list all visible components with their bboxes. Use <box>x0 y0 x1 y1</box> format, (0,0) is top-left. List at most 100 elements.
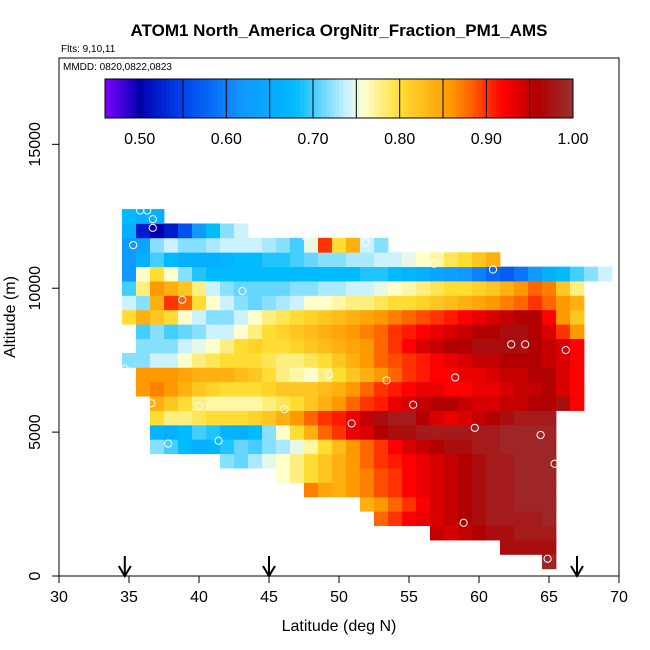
colorbar-segment <box>334 79 340 118</box>
heatmap-cell <box>486 324 501 339</box>
heatmap-cell <box>164 424 179 440</box>
heatmap-cell <box>150 324 165 339</box>
heatmap-cell <box>570 266 585 282</box>
heatmap-cell <box>528 309 543 325</box>
sample-point <box>488 265 498 274</box>
colorbar-segment <box>317 79 323 118</box>
heatmap-cell <box>458 309 473 325</box>
heatmap-cell <box>304 381 319 397</box>
heatmap-cell <box>388 352 403 368</box>
heatmap-cell <box>346 453 361 469</box>
colorbar-segment <box>512 79 518 118</box>
heatmap-cell <box>458 482 473 498</box>
heatmap-cell <box>458 525 473 541</box>
colorbar-segment <box>287 79 292 118</box>
colorbar-segment <box>412 79 418 118</box>
heatmap-cell <box>514 410 529 426</box>
heatmap-cell <box>192 324 207 339</box>
heatmap-cell <box>388 468 403 483</box>
sample-point <box>536 430 545 440</box>
heatmap-cell <box>388 453 403 469</box>
heatmap-cell <box>514 496 529 512</box>
colorbar-segment <box>529 79 535 118</box>
heatmap-cell <box>192 223 207 239</box>
colorbar-segment <box>239 79 245 118</box>
heatmap-cell <box>318 252 333 268</box>
colorbar: 0.50 0.60 0.70 0.80 0.90 1.00 <box>104 78 589 148</box>
heatmap-cell <box>472 381 487 397</box>
heatmap-cell <box>318 324 333 339</box>
heatmap-cell <box>206 281 221 296</box>
heatmap-cell <box>136 367 151 383</box>
colorbar-segment <box>499 79 505 118</box>
heatmap-cell <box>514 482 529 498</box>
heatmap-cell <box>290 295 305 311</box>
heatmap-cell <box>136 295 151 311</box>
heatmap-cell <box>234 223 249 239</box>
heatmap-cell <box>122 309 137 325</box>
colorbar-segment <box>521 79 526 118</box>
heatmap-cell <box>514 525 529 541</box>
heatmap-cell <box>556 281 571 296</box>
heatmap-cell <box>402 281 417 296</box>
colorbar-tick-label: 1.00 <box>557 131 588 148</box>
heatmap-cell <box>276 237 291 253</box>
heatmap-cell <box>472 410 487 426</box>
heatmap-cell <box>220 324 235 339</box>
heatmap-cell <box>220 281 235 296</box>
heatmap-cell <box>514 396 529 411</box>
heatmap-cell <box>360 295 375 311</box>
sample-point <box>164 439 173 448</box>
sample-points <box>120 206 570 563</box>
heatmap-cell <box>528 496 543 512</box>
colorbar-segment <box>295 79 301 118</box>
colorbar-segment <box>157 79 162 118</box>
colorbar-segment <box>495 79 500 118</box>
heatmap-cell <box>290 381 305 397</box>
heatmap-cell <box>150 252 165 268</box>
heatmap-cell <box>486 309 501 325</box>
heatmap-cell <box>430 396 445 411</box>
heatmap-cell <box>234 281 249 296</box>
colorbar-segment <box>308 79 314 118</box>
heatmap-cell <box>304 352 319 368</box>
heatmap-cell <box>206 309 221 325</box>
colorbar-segment <box>456 79 461 118</box>
heatmap-cell <box>388 295 403 311</box>
heatmap-cell <box>416 295 431 311</box>
heatmap-cell <box>388 338 403 354</box>
heatmap-cell <box>346 352 361 368</box>
heatmap-cell <box>122 266 137 282</box>
heatmap-cell <box>556 352 571 368</box>
heatmap-cell <box>388 281 403 296</box>
heatmap-cell <box>220 252 235 268</box>
heatmap-cell <box>500 396 515 411</box>
heatmap-cell <box>430 367 445 383</box>
heatmap-cell <box>220 338 235 354</box>
heatmap-cell <box>178 410 193 426</box>
heatmap-cell <box>486 424 501 440</box>
heatmap-cell <box>262 252 277 268</box>
heatmap-cell <box>248 410 263 426</box>
heatmap-cell <box>444 410 459 426</box>
heatmap-cell <box>444 309 459 325</box>
heatmap-cell <box>528 324 543 339</box>
heatmap-cell <box>122 295 137 311</box>
heatmap-cell <box>318 482 333 498</box>
heatmap-cell <box>192 424 207 440</box>
heatmap-cell <box>276 252 291 268</box>
heatmap-cell <box>388 266 403 282</box>
colorbar-segment <box>118 79 123 118</box>
heatmap-cell <box>360 410 375 426</box>
heatmap-cell <box>514 266 529 282</box>
heatmap-cell <box>570 324 585 339</box>
heatmap-cell <box>402 324 417 339</box>
heatmap-cell <box>444 252 459 268</box>
colorbar-segment <box>213 79 219 118</box>
colorbar-segment <box>152 79 158 118</box>
sample-point <box>143 206 152 215</box>
heatmap-cell <box>248 424 263 440</box>
heatmap-cell <box>220 266 235 282</box>
heatmap-cell <box>122 352 137 368</box>
colorbar-segment <box>425 79 431 118</box>
